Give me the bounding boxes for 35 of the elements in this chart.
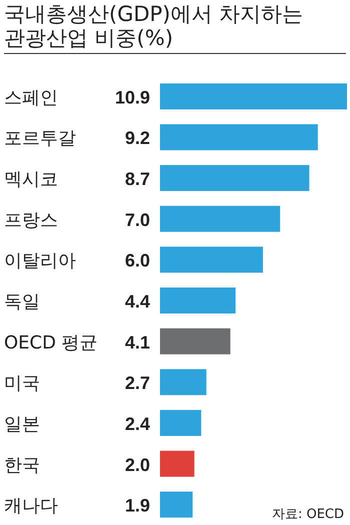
chart-title: 국내총생산(GDP)에서 차지하는 관광산업 비중(%) [4, 2, 346, 54]
data-label: 2.7 [124, 373, 150, 394]
data-label: 4.1 [124, 332, 150, 352]
bar [160, 83, 347, 110]
y-tick-label: OECD 평균 [4, 332, 98, 354]
data-label: 1.9 [124, 496, 150, 516]
bar [160, 492, 193, 518]
bar [160, 288, 236, 314]
bar [160, 165, 310, 192]
y-tick-label: 이탈리아 [4, 250, 76, 272]
data-label: 2.4 [124, 414, 150, 434]
y-tick-label: 독일 [4, 292, 40, 312]
data-label: 9.2 [124, 128, 150, 148]
y-tick-label: 포르투갈 [4, 128, 76, 150]
y-tick-label: 미국 [4, 373, 40, 394]
bar [160, 124, 318, 150]
data-label: 7.0 [124, 210, 150, 230]
annotation: 자료: OECD [272, 507, 344, 522]
y-tick-label: 캐나다 [4, 496, 58, 517]
data-label: 10.9 [114, 87, 150, 108]
data-label: 6.0 [124, 250, 150, 271]
data-label: 4.4 [124, 292, 150, 312]
y-tick-label: 한국 [4, 454, 40, 476]
bar [160, 450, 194, 477]
y-tick-label: 스페인 [4, 87, 58, 108]
bar [160, 206, 280, 232]
y-tick-label: 프랑스 [4, 210, 58, 231]
y-tick-label: 일본 [4, 414, 40, 435]
bar [160, 246, 263, 273]
data-label: 8.7 [124, 169, 150, 190]
bar [160, 410, 202, 436]
bar [160, 369, 206, 396]
y-tick-label: 멕시코 [4, 169, 58, 190]
data-label: 2.0 [124, 454, 150, 475]
bar [160, 328, 230, 354]
